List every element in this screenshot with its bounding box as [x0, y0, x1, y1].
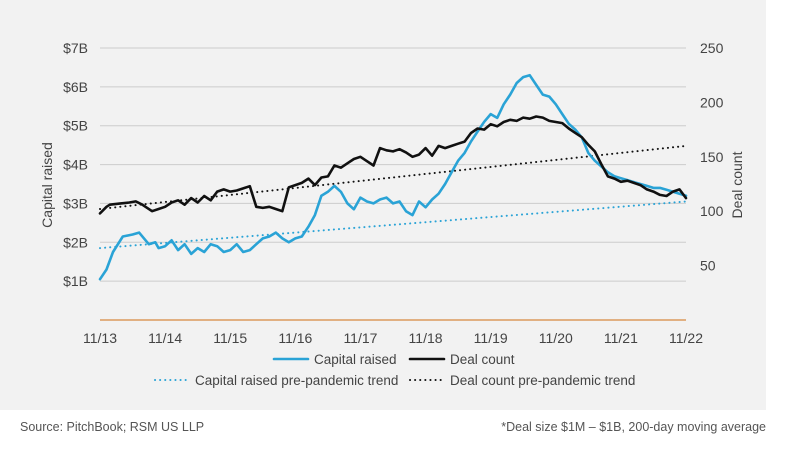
left-tick-label: $6B	[63, 79, 88, 95]
right-tick-label: 200	[700, 94, 724, 110]
left-tick-label: $3B	[63, 195, 88, 211]
right-tick-label: 100	[700, 203, 724, 219]
chart-panel: $1B $2B $3B $4B $5B $6B $7B 50 100 150 200 250 11/…	[0, 0, 766, 410]
series-line-capital-raised	[98, 73, 688, 281]
x-tick-label: 11/18	[409, 330, 443, 346]
footnote: *Deal size $1M – $1B, 200-day moving ave…	[501, 420, 766, 434]
legend-label: Deal count pre-pandemic trend	[450, 373, 635, 388]
legend-item: Deal count pre-pandemic trend	[409, 373, 635, 388]
chart: $1B $2B $3B $4B $5B $6B $7B 50 100 150 200 250 11/…	[39, 40, 745, 388]
right-tick-label: 50	[700, 258, 716, 274]
x-tick-label: 11/14	[148, 330, 182, 346]
left-tick-label: $2B	[63, 234, 88, 250]
right-tick-label: 150	[700, 149, 724, 165]
legend-label: Capital raised	[314, 352, 397, 367]
legend-item: Deal count	[408, 352, 515, 367]
x-tick-label: 11/17	[343, 330, 377, 346]
x-tick-label: 11/13	[83, 330, 117, 346]
x-axis-ticks: 11/13 11/14 11/15 11/16 11/17 11/18 11/19 11/20…	[83, 330, 703, 346]
legend-item: Capital raised pre-pandemic trend	[154, 373, 398, 388]
right-axis-ticks: 50 100 150 200 250	[700, 40, 724, 274]
x-tick-label: 11/16	[278, 330, 312, 346]
legend-label: Capital raised pre-pandemic trend	[195, 373, 398, 388]
legend-label: Deal count	[450, 352, 515, 367]
left-axis-ticks: $1B $2B $3B $4B $5B $6B $7B	[63, 40, 88, 289]
source-note: Source: PitchBook; RSM US LLP	[20, 420, 205, 434]
left-axis-label: Capital raised	[39, 142, 55, 228]
x-tick-label: 11/15	[213, 330, 247, 346]
series-line-capital-raised-pre-pandemic-trend	[99, 200, 687, 250]
legend: Capital raised Deal count Capital raised p…	[154, 352, 635, 388]
x-tick-label: 11/22	[669, 330, 703, 346]
left-tick-label: $4B	[63, 157, 88, 173]
left-tick-label: $5B	[63, 118, 88, 134]
series-lines	[98, 73, 688, 281]
x-tick-label: 11/19	[474, 330, 508, 346]
legend-item: Capital raised	[272, 352, 397, 367]
left-tick-label: $1B	[63, 273, 88, 289]
left-tick-label: $7B	[63, 40, 88, 56]
x-tick-label: 11/20	[539, 330, 573, 346]
series-line-deal-count	[98, 115, 688, 215]
right-tick-label: 250	[700, 40, 724, 56]
x-tick-label: 11/21	[604, 330, 638, 346]
right-axis-label: Deal count	[729, 151, 745, 218]
